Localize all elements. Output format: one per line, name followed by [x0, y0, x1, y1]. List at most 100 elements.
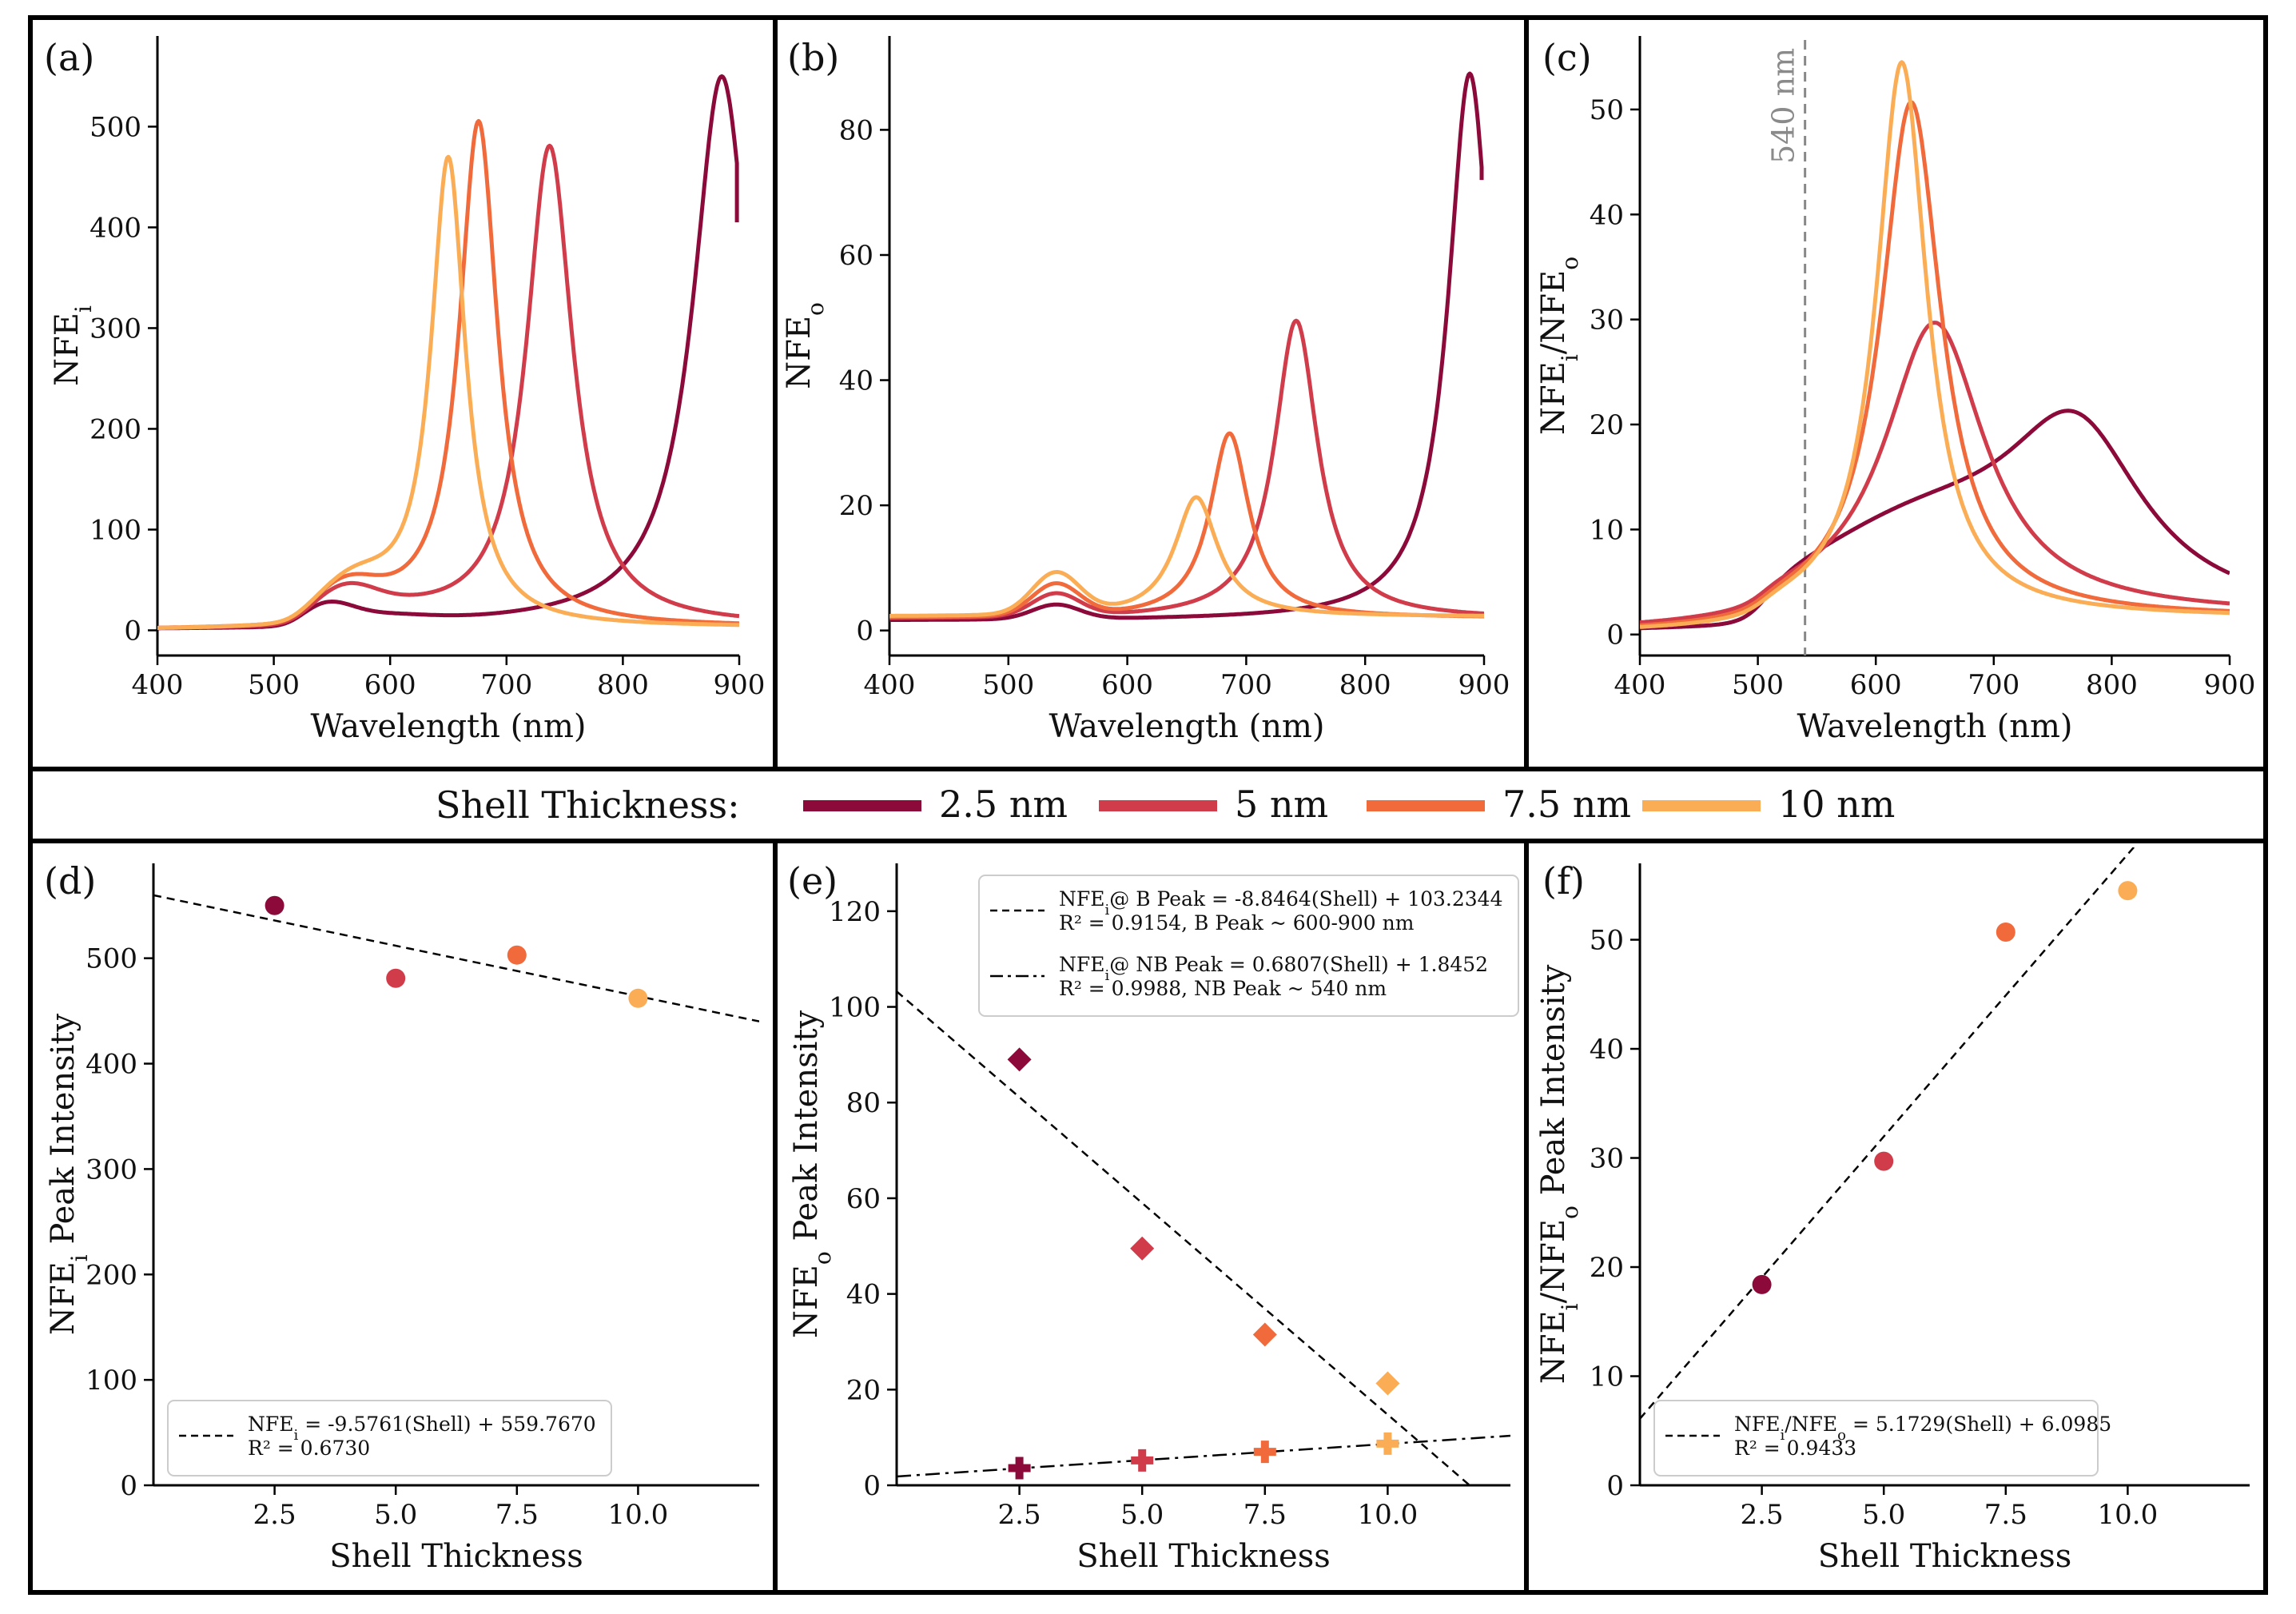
frame-d	[28, 839, 778, 1595]
x-tick-label: 2.5	[1741, 1499, 1784, 1531]
y-tick-label: 40	[1590, 1034, 1624, 1066]
data-point-7	[1376, 1432, 1399, 1455]
y-tick-label: 0	[1606, 1470, 1624, 1502]
fit-line-dashdot	[897, 1434, 1510, 1478]
plot-area	[1640, 40, 2230, 656]
panel-label: (a)	[44, 36, 94, 79]
y-tick-label: 30	[1590, 1143, 1624, 1175]
x-tick-label: 700	[480, 669, 532, 701]
series-line-25nm	[1640, 408, 2230, 631]
x-tick-label: 800	[597, 669, 649, 701]
panel-label: (e)	[787, 859, 838, 903]
data-point-1	[1130, 1236, 1155, 1261]
x-tick-label: 7.5	[495, 1499, 539, 1531]
y-tick-label: 60	[846, 1183, 881, 1215]
y-tick-label: 20	[1590, 1252, 1624, 1284]
legend-label-1: 5 nm	[1235, 783, 1328, 826]
y-tick-label: 100	[90, 514, 141, 546]
y-axis-label: NFEo	[781, 302, 829, 389]
y-tick-label: 40	[839, 365, 873, 397]
x-tick-label: 10.0	[1358, 1499, 1419, 1531]
y-tick-label: 200	[90, 413, 141, 445]
y-tick-label: 40	[1590, 199, 1624, 231]
legend-r2: R² = 0.9988, NB Peak ~ 540 nm	[1059, 977, 1387, 1000]
legend-equation: NFEi@ B Peak = -8.8464(Shell) + 103.2344	[1059, 887, 1502, 919]
y-tick-label: 80	[839, 114, 873, 146]
y-tick-label: 100	[829, 992, 881, 1024]
fit-line-dashed	[153, 894, 759, 1022]
fit-line-dashed	[1640, 847, 2135, 1420]
x-axis-label: Wavelength (nm)	[1049, 708, 1324, 745]
x-tick-label: 900	[2204, 669, 2256, 701]
x-tick-label: 7.5	[1984, 1499, 2027, 1531]
series-line-5nm	[1640, 321, 2230, 624]
y-tick-label: 0	[856, 616, 873, 648]
x-tick-label: 5.0	[374, 1499, 417, 1531]
vline-label: 540 nm	[1766, 48, 1801, 164]
data-point-0	[265, 895, 285, 915]
y-tick-label: 20	[1590, 409, 1624, 441]
y-tick-label: 120	[829, 896, 881, 928]
frame-f	[1524, 839, 2268, 1595]
data-point-2	[507, 945, 527, 965]
x-tick-label: 10.0	[2098, 1499, 2159, 1531]
fit-legend: NFEi@ B Peak = -8.8464(Shell) + 103.2344…	[978, 875, 1519, 1017]
legend-title: Shell Thickness:	[436, 783, 740, 827]
panel-b: (b) 400 500 600 700 800 900 0 20 40 60 80 Wavelength…	[781, 36, 1510, 745]
panel-a: (a) 400 500 600 700 800 900 0 100 200 300 400 500 Wav…	[44, 36, 765, 745]
x-tick-label: 600	[1101, 669, 1153, 701]
y-tick-label: 100	[86, 1365, 137, 1397]
panel-f: (f) 2.5 5.0 7.5 10.0 0 10 20 30 40 50 Shell Thickne…	[1535, 847, 2250, 1575]
x-axis-label: Shell Thickness	[329, 1538, 583, 1575]
x-tick-label: 2.5	[253, 1499, 296, 1531]
series-line-25nm	[889, 71, 1484, 623]
plot-area	[157, 74, 739, 631]
y-axis-label: NFEi Peak Intensity	[45, 1013, 93, 1335]
data-point-3	[628, 988, 648, 1008]
y-axis-label: NFEi/NFEo Peak Intensity	[1535, 964, 1583, 1384]
legend-equation: NFEi@ NB Peak = 0.6807(Shell) + 1.8452	[1059, 953, 1488, 984]
x-tick-label: 2.5	[998, 1499, 1041, 1531]
panel-label: (c)	[1542, 36, 1592, 79]
x-axis-label: Wavelength (nm)	[1797, 708, 2072, 745]
y-axis-label: NFEo Peak Intensity	[788, 1010, 836, 1339]
y-tick-label: 0	[1606, 620, 1624, 652]
series-line-75nm	[889, 431, 1484, 620]
x-tick-label: 800	[2086, 669, 2138, 701]
x-tick-label: 5.0	[1120, 1499, 1164, 1531]
x-tick-label: 700	[1968, 669, 2019, 701]
panel-e: (e) 2.5 5.0 7.5 10.0 0 20 40 60 80 100 120 Shell Thi…	[787, 859, 1519, 1575]
x-tick-label: 600	[364, 669, 416, 701]
series-line-75nm	[157, 118, 739, 630]
y-tick-label: 300	[90, 313, 141, 345]
data-point-0	[1007, 1047, 1032, 1072]
y-axis-label: NFEi	[49, 305, 97, 386]
x-tick-label: 400	[1614, 669, 1666, 701]
y-tick-label: 400	[90, 212, 141, 244]
y-tick-label: 20	[839, 490, 873, 522]
x-tick-label: 5.0	[1862, 1499, 1905, 1531]
legend-equation: NFEi/NFEo = 5.1729(Shell) + 6.0985	[1734, 1413, 2111, 1444]
legend-label-3: 10 nm	[1778, 783, 1895, 826]
x-tick-label: 800	[1339, 669, 1391, 701]
y-tick-label: 200	[86, 1259, 137, 1291]
y-tick-label: 400	[86, 1049, 137, 1081]
data-point-5	[1131, 1449, 1154, 1472]
plot-area	[1640, 847, 2135, 1420]
series-line-10nm	[889, 495, 1484, 618]
data-point-4	[1008, 1457, 1031, 1480]
legend-equation: NFEi = -9.5761(Shell) + 559.7670	[248, 1413, 596, 1444]
y-tick-label: 0	[124, 615, 141, 647]
shell-thickness-legend: Shell Thickness: 2.5 nm 5 nm 7.5 nm 10 nm	[436, 783, 1895, 827]
legend-box	[167, 1400, 612, 1477]
x-tick-label: 700	[1220, 669, 1272, 701]
y-tick-label: 500	[86, 943, 137, 975]
panel-label: (d)	[44, 859, 96, 903]
legend-r2: R² = 0.6730	[248, 1437, 370, 1460]
legend-label-0: 2.5 nm	[939, 783, 1068, 826]
y-tick-label: 80	[846, 1087, 881, 1119]
legend-label-2: 7.5 nm	[1502, 783, 1631, 826]
